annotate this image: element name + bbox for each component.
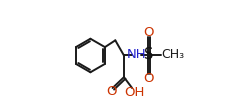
- Text: O: O: [143, 26, 154, 39]
- Text: OH: OH: [124, 86, 145, 99]
- Text: CH₃: CH₃: [161, 49, 185, 61]
- Text: O: O: [106, 85, 117, 98]
- Text: NH: NH: [126, 48, 146, 61]
- Text: O: O: [143, 72, 154, 85]
- Text: S: S: [144, 47, 153, 62]
